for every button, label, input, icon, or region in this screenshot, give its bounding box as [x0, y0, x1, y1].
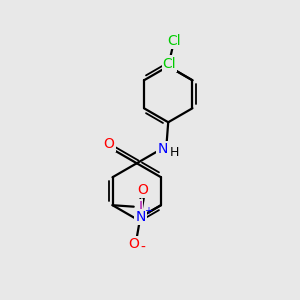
Text: O: O — [137, 183, 148, 197]
Text: H: H — [170, 146, 179, 159]
Text: -: - — [141, 241, 146, 255]
Text: Cl: Cl — [163, 56, 176, 70]
Text: N: N — [135, 210, 146, 224]
Text: O: O — [103, 137, 114, 151]
Text: I: I — [138, 200, 142, 214]
Text: N: N — [157, 142, 168, 156]
Text: +: + — [144, 206, 152, 216]
Text: Cl: Cl — [167, 34, 181, 48]
Text: O: O — [128, 238, 139, 251]
